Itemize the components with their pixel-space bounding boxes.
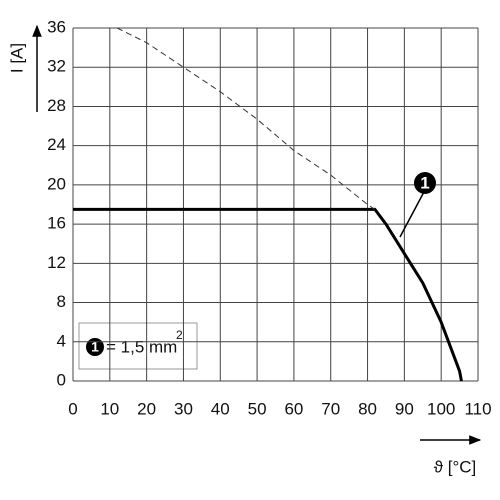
y-tick-label: 12 [47,253,66,272]
x-tick-label: 20 [137,399,156,418]
x-tick-label: 90 [395,399,414,418]
y-tick-label: 32 [47,57,66,76]
y-tick-label: 0 [57,370,66,389]
y-tick-label: 20 [47,174,66,193]
x-tick-label: 50 [248,399,267,418]
y-axis-label: I [A] [7,43,26,73]
y-tick-label: 24 [47,135,66,154]
legend-superscript: 2 [176,328,183,342]
y-tick-label: 8 [57,292,66,311]
y-tick-label: 28 [47,96,66,115]
legend-marker [86,338,104,356]
legend-text: = 1,5 mm [106,337,177,356]
x-tick-label: 110 [464,399,491,418]
callout-marker [414,172,436,194]
x-tick-label: 0 [68,399,77,418]
y-tick-label: 4 [57,331,66,350]
x-tick-label: 60 [284,399,303,418]
series-line [73,207,463,382]
callout-line [399,189,426,238]
x-tick-label: 40 [211,399,230,418]
x-tick-label: 80 [358,399,377,418]
series-line [116,27,376,210]
y-tick-label: 16 [47,214,66,233]
x-tick-label: 70 [321,399,340,418]
x-tick-label: 100 [427,399,455,418]
x-tick-label: 10 [100,399,119,418]
y-tick-label: 36 [47,17,66,36]
legend: 1 = 1,5 mm2 [78,322,198,370]
legend-marker-label: 1 [91,339,99,355]
callout-label: 1 [420,173,429,192]
x-axis-label: ϑ [°C] [434,457,477,476]
x-tick-label: 30 [174,399,193,418]
